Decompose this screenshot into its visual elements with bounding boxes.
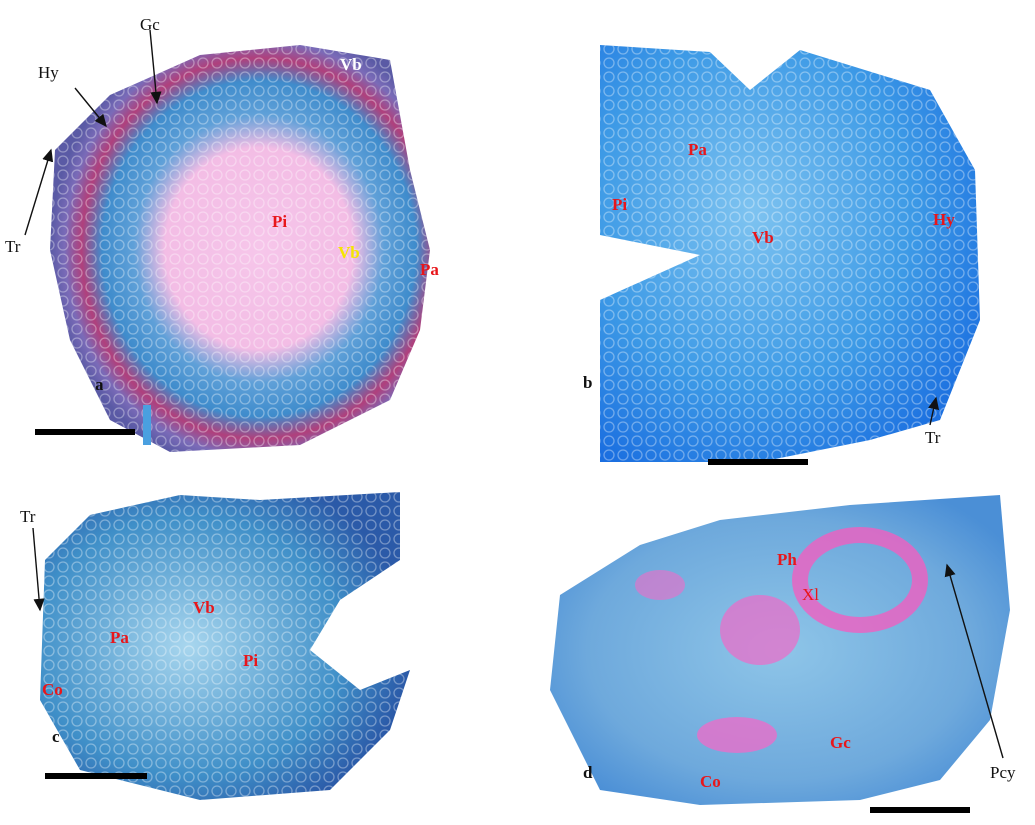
label: Pi	[272, 212, 287, 231]
label: Tr	[925, 428, 941, 447]
label: Co	[42, 680, 63, 699]
label: Pa	[110, 628, 129, 647]
label: Co	[700, 772, 721, 791]
label: Pcy	[990, 763, 1016, 782]
label: Pi	[612, 195, 627, 214]
label: Hy	[38, 63, 59, 82]
panel-b-image	[600, 45, 980, 462]
label: Xl	[802, 585, 819, 604]
figure: Gc Hy Tr Vb Pi Vb Pa a Pa Pi Vb Hy Tr b …	[0, 0, 1035, 825]
panel-a-image	[50, 45, 430, 452]
label: Pa	[420, 260, 439, 279]
label: Gc	[830, 733, 851, 752]
label: Vb	[338, 243, 360, 262]
panel-letter: c	[52, 727, 60, 746]
label: Pa	[688, 140, 707, 159]
label: Vb	[340, 55, 362, 74]
label: Vb	[193, 598, 215, 617]
label: Ph	[777, 550, 797, 569]
label: Hy	[933, 210, 955, 229]
panel-letter: a	[95, 375, 104, 394]
label: Vb	[752, 228, 774, 247]
label: Pi	[243, 651, 258, 670]
panel-d-image	[550, 495, 1010, 805]
panel-letter: d	[583, 763, 593, 782]
label: Tr	[20, 507, 36, 526]
label: Gc	[140, 15, 160, 34]
label: Tr	[5, 237, 21, 256]
panel-c-image	[40, 492, 410, 800]
panel-letter: b	[583, 373, 592, 392]
